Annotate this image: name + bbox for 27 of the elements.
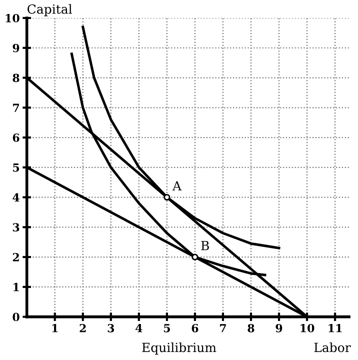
- x-tick-label: 8: [248, 324, 254, 332]
- x-tick-label: 6: [192, 324, 198, 332]
- x-tick-label: 11: [328, 324, 342, 332]
- y-tick-label: 10: [6, 14, 20, 22]
- x-tick-label: 10: [300, 324, 314, 332]
- x-tick-label: 9: [276, 324, 282, 332]
- x-tick-label: 5: [164, 324, 170, 332]
- x-tick-label: 1: [52, 324, 58, 332]
- y-tick-label: 5: [13, 164, 20, 172]
- x-tick-label: 7: [220, 324, 226, 332]
- text: Equilibrium: [142, 342, 216, 355]
- x-tick-label: 2: [80, 324, 86, 332]
- y-axis-title: Capital: [28, 4, 72, 16]
- y-tick-label: 7: [13, 104, 19, 112]
- y-tick-label: 8: [12, 74, 20, 82]
- y-tick-label: 9: [12, 44, 20, 52]
- x-tick-label: 3: [108, 324, 114, 332]
- y-tick-label: 2: [12, 253, 19, 262]
- annotation: B: [201, 240, 209, 250]
- annotation: A: [172, 181, 182, 190]
- y-tick-label: 4: [12, 193, 20, 202]
- y-tick-label: 1: [14, 282, 19, 292]
- y-tick-label: 0: [12, 312, 20, 322]
- y-tick-label: 6: [12, 133, 20, 142]
- x-tick-label: 4: [136, 324, 142, 332]
- x-axis-title: Labor: [314, 342, 351, 352]
- y-tick-label: 3: [12, 223, 20, 232]
